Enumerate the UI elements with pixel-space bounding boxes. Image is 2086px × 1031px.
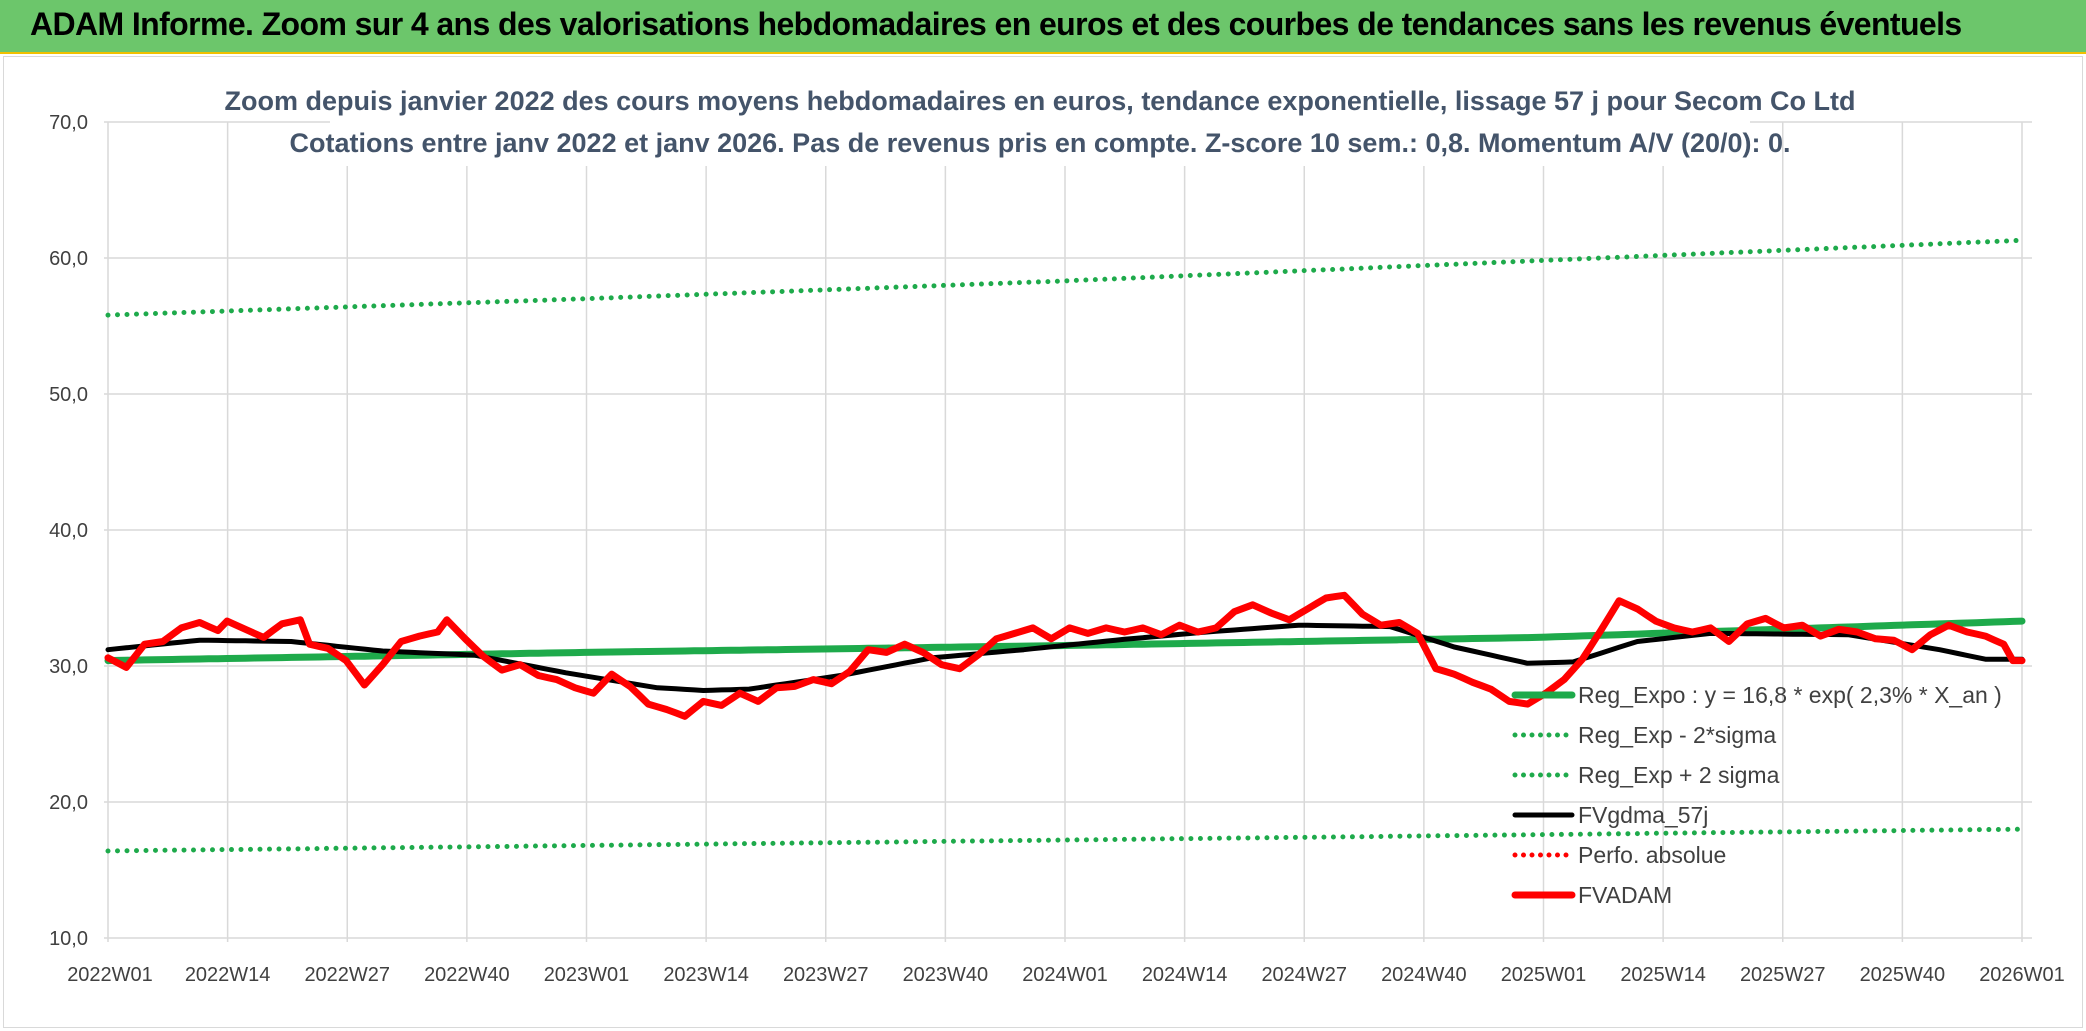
reg-exp-plus-2sigma-line <box>105 237 2025 318</box>
x-tick-label: 2025W01 <box>1501 964 1587 986</box>
y-tick-label: 40,0 <box>49 520 88 542</box>
legend-reg-exp-minus-label: Reg_Exp - 2*sigma <box>1578 722 1776 748</box>
chart-border <box>3 56 2083 1028</box>
header-banner: ADAM Informe. Zoom sur 4 ans des valoris… <box>0 0 2086 54</box>
x-tick-label: 2023W01 <box>544 964 630 986</box>
x-tick-label: 2026W01 <box>1979 964 2065 986</box>
x-tick-label: 2023W40 <box>903 964 989 986</box>
fvgdma-57j-line <box>105 622 2025 693</box>
y-tick-label: 20,0 <box>49 792 88 814</box>
x-tick-label: 2024W40 <box>1381 964 1467 986</box>
y-tick-label: 50,0 <box>49 384 88 406</box>
x-tick-label: 2022W01 <box>67 964 153 986</box>
x-tick-label: 2022W27 <box>304 964 390 986</box>
page-title: ADAM Informe. Zoom sur 4 ans des valoris… <box>30 6 1962 42</box>
y-tick-label: 60,0 <box>49 248 88 270</box>
chart-legend: Reg_Expo : y = 16,8 * exp( 2,3% * X_an )… <box>1511 682 2002 908</box>
y-tick-label: 70,0 <box>49 112 88 134</box>
x-tick-label: 2025W14 <box>1620 964 1706 986</box>
chart-title-line-1: Zoom depuis janvier 2022 des cours moyen… <box>225 86 1856 116</box>
reg-exp-minus-2sigma-line <box>105 826 2025 854</box>
x-tick-label: 2023W14 <box>663 964 749 986</box>
x-tick-label: 2025W27 <box>1740 964 1826 986</box>
x-tick-label: 2022W14 <box>185 964 271 986</box>
legend-reg-expo-label: Reg_Expo : y = 16,8 * exp( 2,3% * X_an ) <box>1578 682 2002 708</box>
axis-labels: 10,0 20,0 30,0 40,0 50,0 60,0 70,0 2022W01 2022W… <box>49 112 2065 986</box>
x-tick-label: 2023W27 <box>783 964 869 986</box>
legend-reg-exp-plus-label: Reg_Exp + 2 sigma <box>1578 762 1780 788</box>
chart-title-background <box>330 78 1750 166</box>
y-tick-label: 10,0 <box>49 928 88 950</box>
legend-fvadam-label: FVADAM <box>1578 882 1672 908</box>
legend-fvgdma-label: FVgdma_57j <box>1578 802 1708 828</box>
x-tick-label: 2022W40 <box>424 964 510 986</box>
x-tick-label: 2024W14 <box>1142 964 1228 986</box>
x-tick-label: 2024W01 <box>1022 964 1108 986</box>
fvadam-line <box>104 591 2026 720</box>
chart-title-line-2: Cotations entre janv 2022 et janv 2026. … <box>289 128 1790 158</box>
x-tick-label: 2025W40 <box>1860 964 1946 986</box>
chart-series <box>104 237 2026 854</box>
x-tick-label: 2024W27 <box>1261 964 1347 986</box>
legend-perfo-absolue-label: Perfo. absolue <box>1578 842 1726 868</box>
y-tick-label: 30,0 <box>49 656 88 678</box>
